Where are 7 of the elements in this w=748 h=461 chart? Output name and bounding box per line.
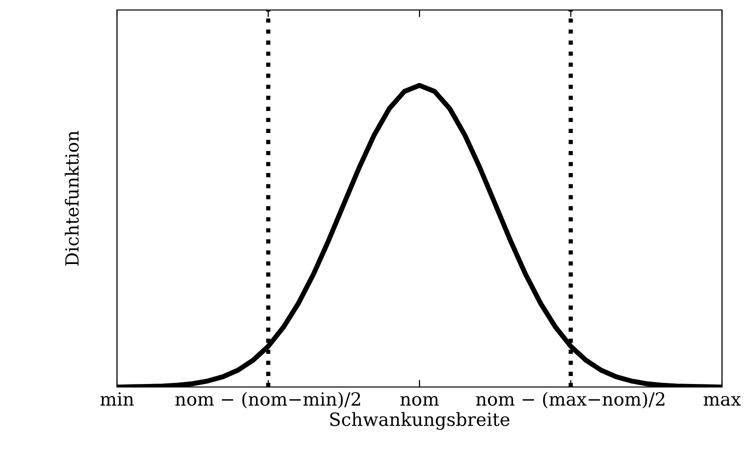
x-tick-label: min [100, 392, 134, 406]
x-tick-label: nom − (max−nom)/2 [476, 392, 664, 408]
x-tick-label: max [704, 396, 741, 406]
x-tick-label: nom [400, 396, 439, 406]
x-tick-label: nom − (nom−min)/2 [175, 392, 360, 408]
y-axis-title: Dichtefunktion [64, 130, 79, 266]
x-axis-title: Schwankungsbreite [330, 412, 510, 430]
